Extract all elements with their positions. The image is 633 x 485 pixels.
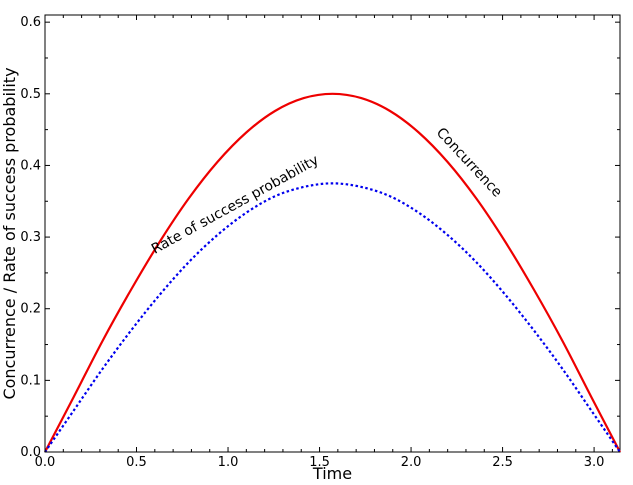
axes-group: 0.0 0.5 1.0 1.5 2.0 2.5 3.0 0.0 0.1 0.2 0.3 0.4 0.5 0… [20, 15, 620, 470]
x-tick-label: 0.5 [126, 455, 147, 470]
x-tick-label: 2.0 [401, 455, 422, 470]
series-line-concurrence [44, 92, 621, 453]
plot-area [44, 14, 621, 453]
y-tick-label: 0.3 [20, 230, 41, 245]
y-tick-label: 0.5 [20, 87, 41, 102]
data-series-group [44, 92, 621, 453]
plot-frame [44, 14, 621, 453]
y-tick-label: 0.6 [20, 15, 41, 30]
y-tick-label: 0.2 [20, 302, 41, 317]
y-tick-label: 0.4 [20, 158, 41, 173]
series-line-success-rate [44, 182, 621, 453]
x-tick-label: 0.0 [35, 455, 56, 470]
x-tick-label: 2.5 [492, 455, 513, 470]
x-axis-label: Time [312, 464, 352, 483]
y-tick-label: 0.0 [20, 445, 41, 460]
y-tick-label: 0.1 [20, 373, 41, 388]
x-tick-label: 1.0 [218, 455, 239, 470]
y-axis-label: Concurrence / Rate of success probabilit… [0, 67, 19, 399]
x-tick-label: 1.5 [309, 455, 330, 470]
x-tick-label: 3.0 [584, 455, 605, 470]
